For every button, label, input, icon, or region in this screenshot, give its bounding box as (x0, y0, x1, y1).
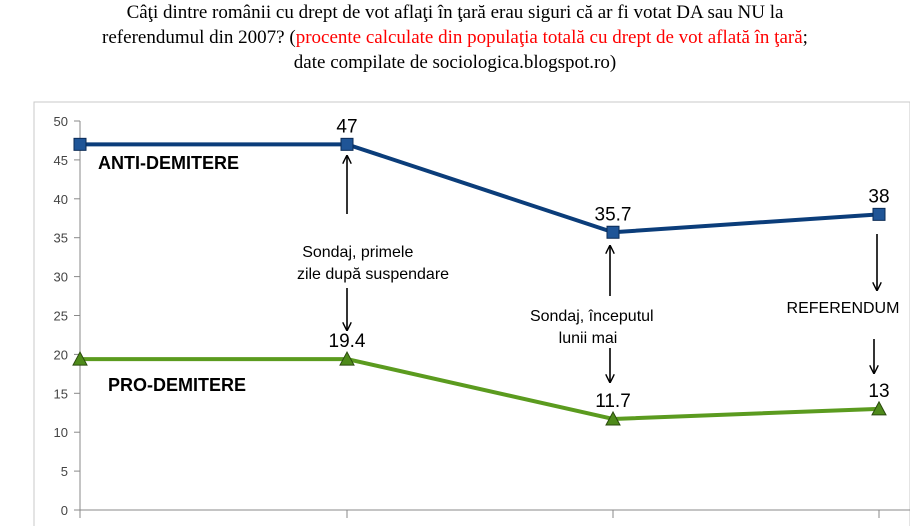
data-label: 13 (868, 381, 889, 402)
title-line-2-note: procente calculate din populaţia totală … (295, 27, 803, 48)
data-point-square (606, 225, 620, 239)
title-line-2: referendumul din 2007? (procente calcula… (0, 25, 910, 50)
data-point-square (872, 207, 886, 221)
annotation-arrows (347, 156, 877, 382)
title-line-2-start: referendumul din 2007? ( (102, 27, 296, 48)
y-tick-label: 20 (54, 347, 68, 362)
series-layer: 47 35.7 38 19.4 11.7 13 (72, 116, 890, 426)
data-point-triangle (72, 351, 88, 366)
data-point-square (340, 137, 354, 151)
data-point-triangle (871, 400, 887, 416)
title-line-2-end: ; (802, 27, 808, 48)
data-point-triangle (339, 351, 355, 366)
annotation-poll-1: Sondaj, primele zile după suspendare (297, 244, 449, 283)
y-tick-label: 10 (54, 425, 68, 440)
data-label: 11.7 (595, 391, 631, 412)
data-point-triangle (605, 410, 621, 426)
y-tick-label: 5 (61, 464, 68, 479)
y-tick-label: 25 (54, 309, 68, 324)
y-tick-label: 40 (54, 192, 68, 207)
annotation-referendum-line-1: REFERENDUM (787, 300, 900, 317)
series-label-anti-demitere: ANTI-DEMITERE (98, 153, 239, 173)
y-tick-label: 50 (54, 114, 68, 129)
annotation-poll-2: Sondaj, începutul lunii mai (530, 308, 658, 347)
data-label: 38 (868, 186, 889, 207)
chart-title: Câţi dintre românii cu drept de vot afla… (0, 0, 910, 75)
data-point-square (73, 137, 87, 151)
chart-frame (33, 101, 910, 526)
y-axis: 0 5 10 15 20 25 30 35 40 45 50 (54, 114, 81, 518)
x-axis (79, 509, 910, 518)
title-line-1: Câţi dintre românii cu drept de vot afla… (126, 2, 784, 23)
annotation-poll-2-line-1: Sondaj, începutul (530, 308, 654, 325)
data-label: 35.7 (595, 204, 632, 225)
annotation-poll-2-line-2: lunii mai (559, 330, 618, 347)
annotation-poll-1-line-2: zile după suspendare (297, 266, 449, 283)
annotation-referendum: REFERENDUM (787, 300, 900, 317)
annotation-poll-1-line-1: Sondaj, primele (302, 244, 413, 261)
series-line-pro-demitere (80, 357, 880, 421)
y-tick-label: 35 (54, 231, 68, 246)
series-line-anti-demitere (80, 142, 880, 235)
y-tick-label: 15 (54, 386, 68, 401)
data-label: 47 (336, 116, 357, 137)
series-label-pro-demitere: PRO-DEMITERE (108, 375, 246, 395)
y-tick-label: 0 (61, 503, 68, 518)
data-label: 19.4 (329, 331, 366, 352)
title-line-3: date compilate de sociologica.blogspot.r… (293, 52, 617, 73)
y-tick-label: 45 (54, 153, 68, 168)
y-tick-label: 30 (54, 270, 68, 285)
